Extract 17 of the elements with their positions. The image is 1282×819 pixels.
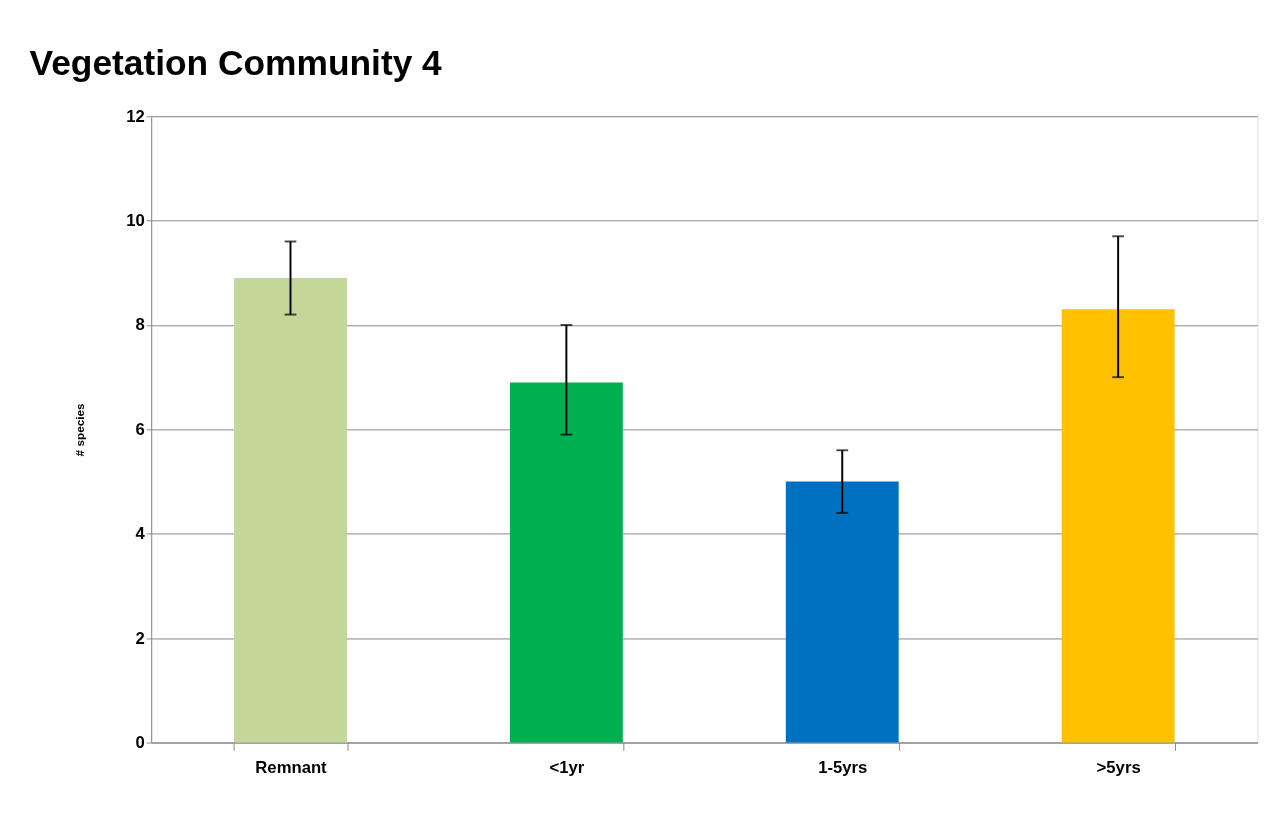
y-tick-label: 10 (126, 211, 145, 231)
x-tick-label: Remnant (255, 758, 328, 778)
y-tick-label: 0 (135, 732, 145, 752)
y-tick-label: 2 (135, 628, 145, 648)
x-tick-label: <1yr (549, 758, 585, 778)
bar (234, 278, 347, 743)
x-tick-label: 1-5yrs (818, 758, 868, 778)
y-tick-label: 8 (135, 315, 145, 335)
y-tick-label: 4 (135, 524, 146, 544)
bar (509, 382, 623, 743)
y-tick-label: 12 (126, 106, 145, 126)
chart-title: Vegetation Community 4 (29, 43, 443, 83)
y-axis-title: # species (73, 402, 87, 457)
bar (785, 481, 899, 743)
bar (1061, 309, 1175, 743)
y-tick-label: 6 (135, 419, 145, 439)
x-tick-label: >5yrs (1096, 758, 1141, 778)
